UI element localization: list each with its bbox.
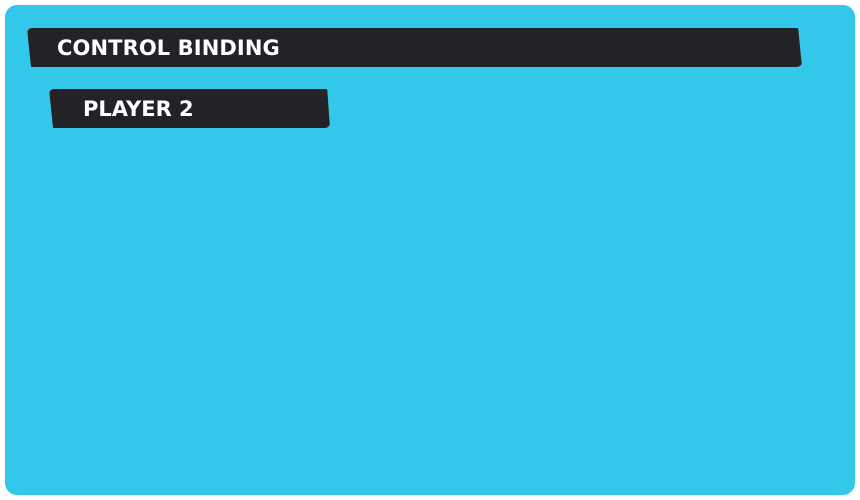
page-title: CONTROL BINDING	[27, 28, 802, 67]
player-section-tab[interactable]: PLAYER 2	[49, 89, 330, 128]
control-binding-panel: CONTROL BINDING PLAYER 2	[5, 5, 855, 495]
